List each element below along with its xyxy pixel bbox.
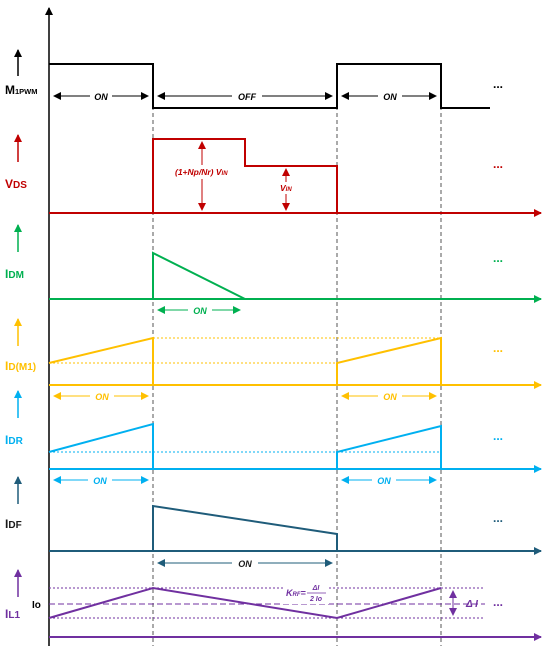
idm-waveform: [152, 251, 246, 300]
vds-low-label: VIN: [280, 183, 292, 193]
pwm-waveform: [49, 63, 490, 109]
idf-ellipsis: ...: [493, 511, 503, 525]
idm1-waveform-1: [48, 336, 154, 385]
vds-trace-group: VDS (1+Np/Nr) VIN VIN ...: [5, 134, 542, 217]
pwm-off-label: OFF: [238, 92, 256, 102]
idm1-waveform-2: [336, 336, 442, 385]
idm1-signal-label: ID(M1): [5, 359, 36, 373]
idr-on-label-2: ON: [377, 476, 391, 486]
idf-waveform: [152, 504, 338, 551]
pwm-on-label-1: ON: [94, 92, 108, 102]
phase-dividers: [152, 64, 442, 646]
delta-i-label: Δ I: [465, 599, 478, 610]
idm1-on-label-2: ON: [383, 392, 397, 402]
idm1-ellipsis: ...: [493, 341, 503, 355]
pwm-on-label-2: ON: [383, 92, 397, 102]
vds-high-label: (1+Np/Nr) VIN: [175, 167, 228, 177]
pwm-trace-group: M1PWM ON OFF ON ...: [5, 49, 503, 109]
idr-ellipsis: ...: [493, 429, 503, 443]
pwm-ellipsis: ...: [493, 77, 503, 91]
idm1-trace-group: ID(M1) ON ON ...: [5, 318, 542, 402]
pwm-signal-label: M1PWM: [5, 83, 38, 97]
idm-ellipsis: ...: [493, 251, 503, 265]
vds-waveform: [152, 138, 338, 213]
idr-on-label-1: ON: [93, 476, 107, 486]
krf-formula: KRF=: [286, 588, 307, 598]
idm1-on-label-1: ON: [95, 392, 109, 402]
krf-denominator: 2 Io: [309, 596, 323, 603]
idr-trace-group: IDR ON ON ...: [5, 390, 542, 486]
il1-signal-label: IL1: [5, 607, 20, 621]
idf-signal-label: IDF: [5, 517, 22, 531]
il1-ellipsis: ...: [493, 595, 503, 609]
idm-on-label: ON: [193, 306, 207, 316]
idf-trace-group: IDF ON ...: [5, 476, 542, 569]
idm-signal-label: IDM: [5, 267, 24, 281]
il1-waveform: [48, 586, 442, 620]
idr-waveform-2: [336, 424, 442, 469]
idf-on-label: ON: [238, 559, 252, 569]
idm-trace-group: IDM ON ...: [5, 224, 542, 316]
il1-trace-group: IL1 Io KRF= ΔI 2 Io Δ I ...: [5, 569, 542, 641]
idr-waveform-1: [48, 422, 154, 469]
vds-signal-label: VDS: [5, 177, 27, 191]
idr-signal-label: IDR: [5, 433, 24, 447]
krf-numerator: ΔI: [312, 585, 321, 592]
vds-ellipsis: ...: [493, 157, 503, 171]
io-label: Io: [32, 600, 41, 611]
